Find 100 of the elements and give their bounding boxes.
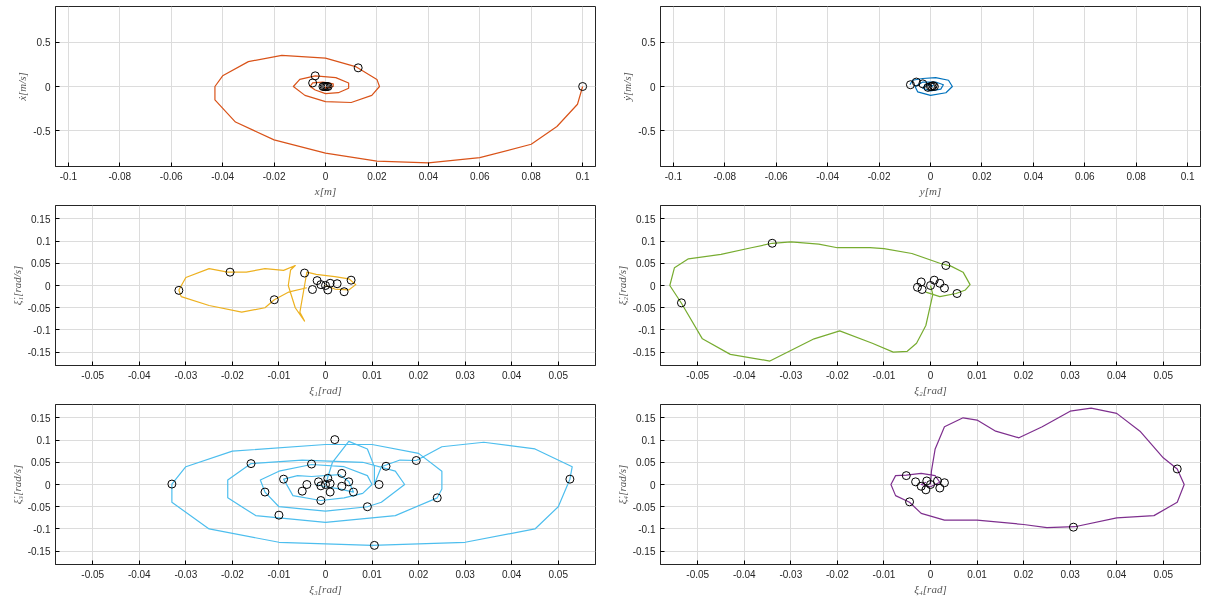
x-tick-label: -0.03 xyxy=(174,568,198,580)
y-tick-label: 0.1 xyxy=(36,435,51,447)
y-axis-title: ξ̇₃[rad/s] xyxy=(10,464,24,505)
x-tick-label: 0.05 xyxy=(548,369,569,381)
x-axis-title: x[m] xyxy=(313,184,337,197)
x-tick-label: 0.05 xyxy=(1153,568,1174,580)
y-tick-label: 0.15 xyxy=(31,412,51,424)
x-tick-label: -0.04 xyxy=(816,170,840,182)
x-tick-label: 0 xyxy=(927,170,934,182)
x-tick-label: 0.04 xyxy=(501,568,522,580)
x-tick-label: 0 xyxy=(322,369,329,381)
x-tick-label: -0.04 xyxy=(127,369,152,381)
y-tick-label: 0.5 xyxy=(641,37,656,49)
x-tick-label: 0.02 xyxy=(972,170,993,182)
x-tick-label: -0.02 xyxy=(867,170,891,182)
x-tick-label: 0.03 xyxy=(455,369,476,381)
x-tick-label: -0.02 xyxy=(221,369,245,381)
x-tick-label: 0.04 xyxy=(501,369,522,381)
x-tick-label: -0.02 xyxy=(262,170,286,182)
x-tick-label: 0.08 xyxy=(521,170,542,182)
x-tick-label: -0.02 xyxy=(826,369,850,381)
x-tick-label: -0.05 xyxy=(81,369,105,381)
y-tick-label: 0 xyxy=(44,81,51,93)
x-tick-label: -0.04 xyxy=(127,568,152,580)
y-tick-label: -0.1 xyxy=(33,324,51,336)
x-tick-label: 0.06 xyxy=(470,170,490,182)
x-tick-label: 0.05 xyxy=(548,568,569,580)
y-tick-label: -0.5 xyxy=(33,125,51,137)
x-tick-label: -0.02 xyxy=(826,568,850,580)
x-tick-label: 0.1 xyxy=(1180,170,1196,182)
x-tick-label: 0 xyxy=(322,170,329,182)
x-tick-label: 0.04 xyxy=(1106,369,1127,381)
x-tick-label: -0.03 xyxy=(779,568,803,580)
y-tick-label: 0.05 xyxy=(31,258,51,270)
x-tick-label: -0.05 xyxy=(81,568,105,580)
y-tick-label: -0.05 xyxy=(27,501,51,513)
y-tick-label: 0 xyxy=(649,280,656,292)
y-tick-label: -0.15 xyxy=(27,546,51,558)
x-tick-label: 0.02 xyxy=(367,170,388,182)
y-tick-label: -0.1 xyxy=(638,523,656,535)
y-tick-label: 0 xyxy=(44,280,51,292)
x-axis-title: y[m] xyxy=(918,184,942,197)
x-tick-label: -0.1 xyxy=(59,170,78,182)
y-tick-label: 0.15 xyxy=(31,213,51,225)
x-tick-label: 0 xyxy=(322,568,329,580)
x-axis-title: ξ₁[rad] xyxy=(309,383,342,397)
x-tick-label: 0.04 xyxy=(1023,170,1044,182)
y-tick-label: 0.05 xyxy=(31,457,51,469)
x-tick-label: 0.02 xyxy=(1013,369,1034,381)
y-tick-label: 0.1 xyxy=(641,435,656,447)
x-tick-label: 0 xyxy=(927,568,934,580)
x-tick-label: 0.01 xyxy=(967,568,988,580)
y-tick-label: -0.05 xyxy=(27,302,51,314)
y-tick-label: 0.05 xyxy=(636,258,656,270)
x-tick-label: -0.01 xyxy=(267,568,291,580)
x-tick-label: 0.04 xyxy=(1106,568,1127,580)
x-tick-label: -0.05 xyxy=(686,568,710,580)
x-axis-title: ξ₂[rad] xyxy=(914,383,947,397)
x-tick-label: 0 xyxy=(927,369,934,381)
x-tick-label: -0.05 xyxy=(686,369,710,381)
y-tick-label: 0.1 xyxy=(641,236,656,248)
x-tick-label: 0.03 xyxy=(455,568,476,580)
y-tick-label: 0 xyxy=(44,479,51,491)
y-tick-label: 0.15 xyxy=(636,213,656,225)
x-tick-label: 0.01 xyxy=(362,369,383,381)
x-tick-label: 0.1 xyxy=(575,170,591,182)
y-tick-label: -0.05 xyxy=(632,302,656,314)
y-axis-title: ξ̇₁[rad/s] xyxy=(10,265,24,306)
x-tick-label: 0.06 xyxy=(1075,170,1095,182)
y-tick-label: -0.5 xyxy=(638,125,656,137)
y-tick-label: 0.5 xyxy=(36,37,51,49)
x-tick-label: -0.04 xyxy=(732,568,757,580)
y-tick-label: 0.1 xyxy=(36,236,51,248)
y-tick-label: -0.15 xyxy=(27,347,51,359)
x-tick-label: -0.01 xyxy=(872,568,896,580)
y-tick-label: 0.15 xyxy=(636,412,656,424)
x-axis-title: ξ₄[rad] xyxy=(914,582,947,596)
x-tick-label: -0.06 xyxy=(764,170,789,182)
y-tick-label: 0 xyxy=(649,479,656,491)
y-tick-label: -0.15 xyxy=(632,546,656,558)
x-tick-label: -0.02 xyxy=(221,568,245,580)
y-axis-title: ξ̇₄[rad/s] xyxy=(615,464,629,505)
x-tick-label: -0.01 xyxy=(267,369,291,381)
y-axis-title: ξ̇₂[rad/s] xyxy=(615,265,629,306)
x-tick-label: 0.03 xyxy=(1060,369,1081,381)
x-tick-label: 0.02 xyxy=(1013,568,1034,580)
y-tick-label: -0.1 xyxy=(638,324,656,336)
x-tick-label: 0.02 xyxy=(408,568,429,580)
x-tick-label: -0.08 xyxy=(108,170,132,182)
x-tick-label: -0.01 xyxy=(872,369,896,381)
x-tick-label: 0.03 xyxy=(1060,568,1081,580)
y-tick-label: -0.15 xyxy=(632,347,656,359)
y-tick-label: 0 xyxy=(649,81,656,93)
x-tick-label: -0.06 xyxy=(159,170,184,182)
y-tick-label: 0.05 xyxy=(636,457,656,469)
x-tick-label: 0.01 xyxy=(967,369,988,381)
y-tick-label: -0.05 xyxy=(632,501,656,513)
x-tick-label: 0.02 xyxy=(408,369,429,381)
x-tick-label: 0.05 xyxy=(1153,369,1174,381)
y-axis-title: ẋ[m/s] xyxy=(16,72,29,102)
